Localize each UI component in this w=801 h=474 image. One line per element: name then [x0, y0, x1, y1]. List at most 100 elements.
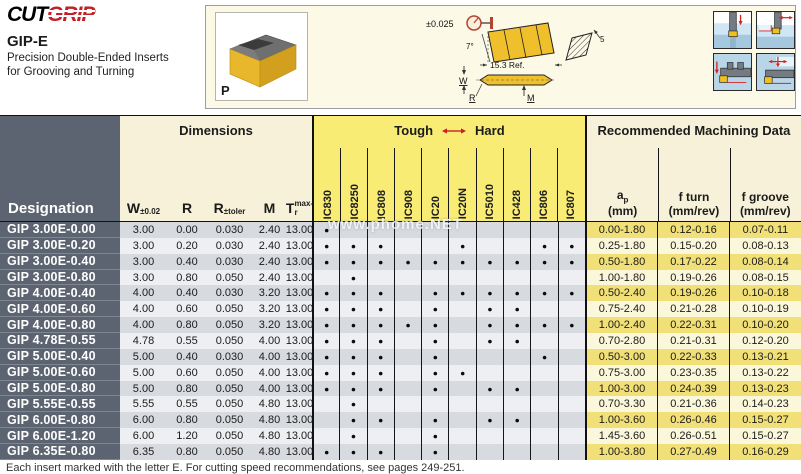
machining-data-cell: 0.24-0.39: [656, 380, 729, 397]
designation-cell: GIP 4.78E-0.55: [0, 333, 120, 349]
grade-col-header: IC20N: [448, 148, 476, 221]
grade-availability-cell: [530, 269, 558, 286]
grade-availability-cell: ●: [312, 333, 340, 349]
grade-availability-cell: ●: [312, 285, 340, 302]
grade-col-header: IC806: [529, 148, 558, 221]
grade-availability-cell: ●: [475, 253, 504, 270]
grade-availability-cell: ●: [339, 269, 367, 286]
grade-availability-cell: [557, 301, 585, 318]
grade-availability-cell: ●: [339, 380, 367, 397]
grade-col-header: IC808: [367, 148, 395, 221]
machining-col-label: f groove (mm/rev): [729, 148, 801, 221]
grade-availability-cell: ●: [312, 317, 340, 334]
grade-availability-cell: ●: [475, 285, 504, 302]
grade-availability-cell: [530, 444, 558, 460]
grade-availability-cell: [366, 269, 394, 286]
dimension-cell: 0.050: [207, 364, 252, 381]
grade-availability-cell: ●: [339, 396, 367, 413]
dimension-cell: 0.80: [167, 269, 207, 286]
grade-availability-cell: ●: [448, 237, 476, 254]
designation-cell: GIP 3.00E-0.40: [0, 253, 120, 270]
w-dim-label: W: [459, 76, 468, 86]
machining-data-cell: 0.08-0.15: [728, 269, 801, 286]
machining-data-cell: 0.15-0.27: [728, 412, 801, 429]
grade-availability-cell: ●: [557, 237, 585, 254]
grade-availability-cell: [475, 444, 504, 460]
dimension-cell: 0.60: [167, 364, 207, 381]
grade-availability-cell: ●: [530, 285, 558, 302]
grade-availability-cell: ●: [475, 380, 504, 397]
grade-availability-cell: ●: [339, 253, 367, 270]
machining-data-cell: 0.21-0.36: [656, 396, 729, 413]
dimension-cell: 13.00: [285, 222, 314, 238]
grade-availability-cell: ●: [312, 222, 340, 238]
grade-availability-cell: [366, 428, 394, 445]
grade-availability-cell: [393, 348, 422, 365]
machining-section-header: Recommended Machining Data ap (mm) f turn(…: [584, 116, 801, 222]
dimension-cell: 3.20: [252, 317, 287, 334]
dimension-cell: 0.050: [207, 317, 252, 334]
dimension-cell: 6.00: [120, 428, 167, 445]
machining-data-cell: 0.07-0.11: [728, 222, 801, 238]
grade-availability-cell: ●: [339, 333, 367, 349]
dimension-cell: 4.80: [252, 396, 287, 413]
machining-data-cell: 0.13-0.23: [728, 380, 801, 397]
grade-availability-cell: [503, 222, 531, 238]
subtitle-line-2: for Grooving and Turning: [7, 66, 135, 78]
designation-cell: GIP 6.00E-1.20: [0, 428, 120, 445]
dimension-cell: 0.80: [167, 412, 207, 429]
grade-name: IC808: [375, 189, 388, 219]
grade-availability-cell: [530, 428, 558, 445]
designation-cell: GIP 5.00E-0.80: [0, 380, 120, 397]
dimension-cell: 3.20: [252, 285, 287, 302]
grade-name: IC908: [402, 189, 415, 219]
dim-col-label: R ±toler: [213, 200, 246, 216]
grade-availability-cell: [393, 444, 422, 460]
dimension-cell: 13.00: [285, 333, 314, 349]
grade-availability-cell: ●: [503, 412, 531, 429]
grade-availability-cell: ●: [421, 412, 449, 429]
dim-col-label: R: [181, 200, 193, 216]
grade-availability-cell: ●: [366, 253, 394, 270]
dimension-cell: 4.00: [252, 364, 287, 381]
grade-availability-cell: ●: [366, 317, 394, 334]
grade-availability-cell: ●: [503, 317, 531, 334]
dimension-cell: 0.40: [167, 285, 207, 302]
grade-availability-cell: ●: [421, 317, 449, 334]
machining-data-cell: 0.21-0.31: [656, 333, 729, 349]
dimension-cell: 13.00: [285, 301, 314, 318]
grade-availability-cell: [312, 396, 340, 413]
dimension-cell: 0.80: [167, 380, 207, 397]
grade-availability-cell: ●: [312, 253, 340, 270]
grade-availability-cell: ●: [448, 253, 476, 270]
machining-data-cell: 0.17-0.22: [656, 253, 729, 270]
machining-data-cell: 1.00-3.80: [584, 444, 657, 460]
grade-availability-cell: [393, 333, 422, 349]
grade-availability-cell: ●: [421, 301, 449, 318]
dimension-cell: 0.050: [207, 269, 252, 286]
grade-availability-cell: ●: [475, 301, 504, 318]
ref-length-label: 15.3 Ref.: [490, 60, 525, 70]
designation-cell: GIP 6.35E-0.80: [0, 444, 120, 460]
grade-availability-cell: [421, 237, 449, 254]
machining-data-cell: 0.15-0.27: [728, 428, 801, 445]
machining-data-cell: 1.00-2.40: [584, 317, 657, 334]
dimension-cell: 0.050: [207, 301, 252, 318]
machining-col-label: f turn (mm/rev): [658, 148, 729, 221]
grade-availability-cell: [366, 396, 394, 413]
grade-availability-cell: [448, 301, 476, 318]
grade-availability-cell: [312, 428, 340, 445]
dimension-cell: 0.80: [167, 317, 207, 334]
dimension-cell: 0.40: [167, 348, 207, 365]
dimension-cell: 3.00: [120, 237, 167, 254]
grade-availability-cell: ●: [339, 412, 367, 429]
grade-availability-cell: ●: [366, 301, 394, 318]
grade-availability-cell: [448, 380, 476, 397]
dimension-cell: 4.00: [252, 333, 287, 349]
grade-availability-cell: [557, 396, 585, 413]
dimension-cell: 0.00: [167, 222, 207, 238]
grade-availability-cell: ●: [366, 333, 394, 349]
runout-tolerance-label: ±0.025: [426, 19, 453, 29]
grade-name: IC807: [565, 189, 578, 219]
machining-data-cell: 0.12-0.16: [656, 222, 729, 238]
